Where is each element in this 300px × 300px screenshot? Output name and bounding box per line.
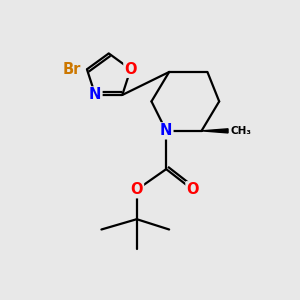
Text: N: N	[160, 123, 172, 138]
Text: N: N	[89, 88, 101, 103]
Text: Br: Br	[62, 62, 81, 77]
Text: O: O	[130, 182, 143, 197]
Text: O: O	[186, 182, 199, 197]
Text: O: O	[124, 62, 137, 77]
Polygon shape	[202, 129, 228, 133]
Text: CH₃: CH₃	[230, 126, 251, 136]
